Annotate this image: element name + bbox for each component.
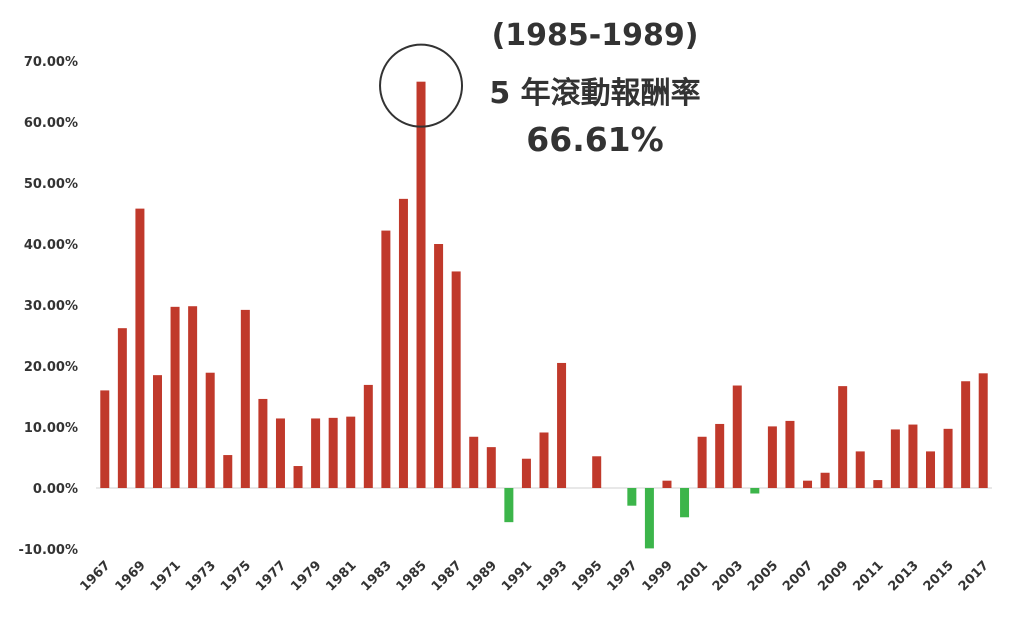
annotation-value: 66.61% [526, 120, 664, 159]
bar-2000 [680, 488, 690, 518]
y-tick-label: 50.00% [24, 177, 78, 192]
bar-2016 [961, 381, 971, 488]
bar-2015 [943, 428, 953, 488]
bar-1969 [135, 208, 145, 488]
x-tick-label: 2011 [850, 558, 886, 594]
bar-1979 [311, 418, 321, 488]
bar-1972 [188, 306, 198, 488]
bar-2013 [908, 424, 918, 488]
bar-1986 [434, 244, 444, 488]
x-tick-label: 2005 [745, 558, 781, 594]
bar-2011 [873, 480, 883, 488]
bar-2004 [750, 488, 760, 494]
x-tick-label: 2017 [956, 558, 992, 594]
x-tick-label: 1969 [113, 558, 149, 594]
bar-1983 [381, 230, 391, 488]
bar-1980 [328, 417, 338, 488]
bar-1975 [240, 309, 250, 488]
highlight-circle [379, 43, 464, 128]
bar-1998 [644, 488, 654, 549]
x-tick-label: 2009 [815, 558, 851, 594]
bar-1987 [451, 271, 461, 488]
y-tick-label: -10.00% [18, 543, 78, 558]
x-axis: 1967196919711973197519771979198119831985… [77, 558, 992, 594]
y-tick-label: 40.00% [24, 238, 78, 253]
bar-2003 [732, 385, 742, 488]
bar-1991 [521, 458, 531, 488]
bar-1999 [662, 480, 672, 488]
x-tick-label: 1973 [183, 558, 219, 594]
x-tick-label: 1967 [77, 558, 113, 594]
bar-2012 [890, 429, 900, 488]
bar-1977 [275, 418, 285, 488]
bar-1988 [469, 436, 479, 488]
bar-2017 [978, 373, 988, 488]
x-tick-label: 1985 [394, 558, 430, 594]
bar-1968 [117, 328, 127, 488]
y-tick-label: 70.00% [24, 55, 78, 70]
bar-1967 [100, 390, 110, 488]
bar-2007 [803, 480, 813, 488]
x-tick-label: 2003 [710, 558, 746, 594]
x-tick-label: 1999 [640, 558, 676, 594]
x-tick-label: 1977 [253, 558, 289, 594]
x-tick-label: 1971 [148, 558, 184, 594]
annotation-period: (1985-1989) [491, 18, 699, 53]
y-tick-label: 0.00% [33, 482, 78, 497]
bar-1990 [504, 488, 514, 523]
bar-1997 [627, 488, 637, 506]
x-tick-label: 1975 [218, 558, 254, 594]
bar-2005 [767, 426, 777, 488]
bar-1982 [363, 384, 373, 488]
x-tick-label: 1997 [604, 558, 640, 594]
bar-1971 [170, 306, 180, 488]
bar-1992 [539, 432, 549, 488]
x-tick-label: 2013 [886, 558, 922, 594]
bar-2014 [926, 451, 936, 488]
y-tick-label: 60.00% [24, 116, 78, 131]
x-tick-label: 1989 [464, 558, 500, 594]
y-tick-label: 10.00% [24, 421, 78, 436]
bar-2006 [785, 420, 795, 488]
bar-2002 [715, 423, 725, 488]
y-axis: -10.00% 0.00% 10.00% 20.00% 30.00% 40.00% 50.0… [18, 55, 78, 558]
x-tick-label: 2001 [675, 558, 711, 594]
x-tick-label: 1993 [534, 558, 570, 594]
x-tick-label: 1981 [323, 558, 359, 594]
bar-2009 [838, 386, 848, 488]
bar-1995 [592, 456, 602, 488]
y-tick-label: 20.00% [24, 360, 78, 375]
y-tick-label: 30.00% [24, 299, 78, 314]
bar-1974 [223, 455, 233, 488]
bar-1985 [416, 81, 426, 488]
x-tick-label: 2015 [921, 558, 957, 594]
bar-2008 [820, 472, 830, 488]
x-tick-label: 1991 [499, 558, 535, 594]
x-tick-label: 1995 [569, 558, 605, 594]
x-tick-label: 1979 [288, 558, 324, 594]
bar-1981 [346, 416, 356, 488]
bar-1970 [152, 375, 162, 488]
bar-1989 [486, 447, 496, 488]
bar-1978 [293, 466, 303, 488]
bar-1976 [258, 398, 268, 488]
bar-1993 [557, 362, 567, 488]
bar-1973 [205, 372, 215, 488]
x-tick-label: 1987 [429, 558, 465, 594]
x-tick-label: 1983 [359, 558, 395, 594]
x-tick-label: 2007 [780, 558, 816, 594]
bars [100, 81, 988, 549]
annotation-label: 5 年滾動報酬率 [489, 76, 701, 111]
bar-2010 [855, 451, 865, 488]
bar-2001 [697, 436, 707, 488]
bar-1984 [398, 198, 408, 489]
